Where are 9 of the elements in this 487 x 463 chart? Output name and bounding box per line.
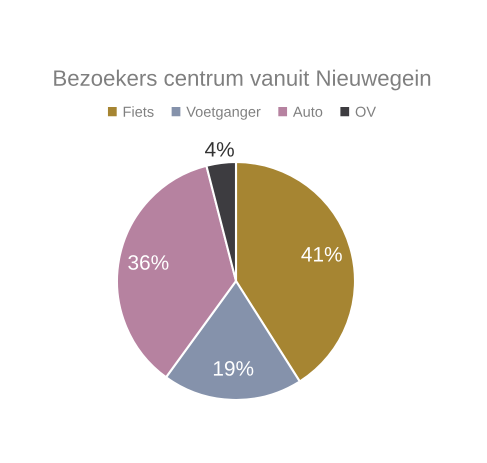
chart-title: Bezoekers centrum vanuit Nieuwegein <box>54 70 430 90</box>
legend-label: Fiets <box>124 106 154 117</box>
data-label: 36% <box>128 255 168 270</box>
legend-label: OV <box>356 106 376 117</box>
legend-label: Voetganger <box>186 106 261 120</box>
data-label: 4% <box>205 142 234 157</box>
data-label: 41% <box>301 247 342 262</box>
data-label: 19% <box>214 361 254 376</box>
legend-label: Auto <box>292 106 322 117</box>
